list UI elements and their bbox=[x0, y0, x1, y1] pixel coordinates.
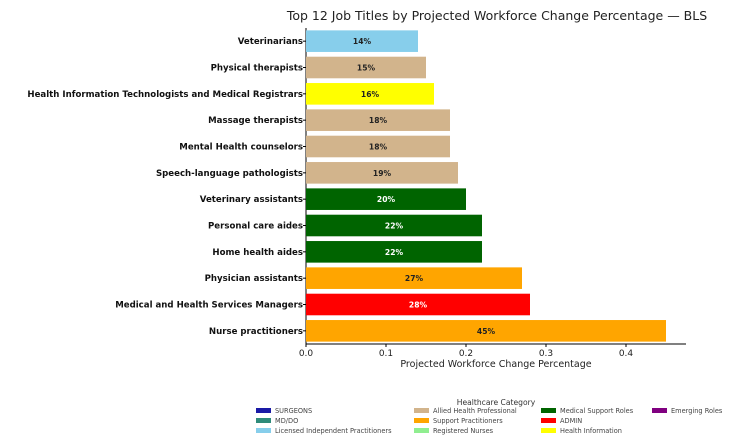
legend-swatch bbox=[256, 418, 271, 423]
plot-area: Veterinarians 14% Physical therapists 15% He… bbox=[27, 28, 686, 359]
bar bbox=[306, 109, 450, 131]
y-tick-label: Massage therapists bbox=[208, 116, 303, 126]
x-tick-label: 0.1 bbox=[379, 349, 393, 359]
legend-swatch bbox=[652, 408, 667, 413]
legend-label: Health Information bbox=[560, 427, 622, 435]
bar bbox=[306, 56, 426, 79]
legend-label: Medical Support Roles bbox=[560, 407, 634, 415]
data-label: 45% bbox=[477, 327, 496, 336]
legend-swatch bbox=[256, 408, 271, 413]
data-label: 22% bbox=[385, 222, 404, 231]
x-tick-label: 0.0 bbox=[299, 349, 314, 359]
legend-swatch bbox=[256, 428, 271, 433]
chart-title: Top 12 Job Titles by Projected Workforce… bbox=[286, 8, 707, 23]
data-label: 27% bbox=[405, 274, 424, 283]
data-label: 22% bbox=[385, 248, 404, 257]
legend-label: Emerging Roles bbox=[671, 407, 723, 415]
legend-title: Healthcare Category bbox=[457, 398, 536, 407]
legend-label: Registered Nurses bbox=[433, 427, 494, 435]
legend-label: MD/DO bbox=[275, 417, 298, 425]
bar bbox=[306, 162, 458, 184]
legend-swatch bbox=[541, 428, 556, 433]
y-tick-label: Nurse practitioners bbox=[209, 327, 303, 337]
y-tick-label: Personal care aides bbox=[208, 222, 303, 232]
legend-label: SURGEONS bbox=[275, 407, 312, 415]
x-tick-label: 0.4 bbox=[619, 349, 634, 359]
x-tick-label: 0.3 bbox=[539, 349, 553, 359]
legend-swatch bbox=[414, 428, 429, 433]
y-tick-label: Veterinarians bbox=[238, 37, 303, 47]
y-tick-label: Physical therapists bbox=[211, 64, 303, 74]
y-tick-label: Mental Health counselors bbox=[179, 143, 303, 153]
bar bbox=[306, 135, 450, 158]
legend-label: ADMIN bbox=[560, 417, 582, 425]
bar bbox=[306, 83, 434, 105]
data-label: 19% bbox=[373, 169, 392, 178]
data-label: 18% bbox=[369, 116, 388, 125]
bar bbox=[306, 30, 418, 52]
bar bbox=[306, 267, 522, 289]
legend-label: Support Practitioners bbox=[433, 417, 503, 425]
x-tick-label: 0.2 bbox=[459, 349, 473, 359]
bar bbox=[306, 188, 466, 210]
data-label: 28% bbox=[409, 301, 428, 310]
data-label: 16% bbox=[361, 90, 380, 99]
legend-label: Licensed Independent Practitioners bbox=[275, 427, 392, 435]
bar bbox=[306, 293, 530, 316]
y-tick-label: Veterinary assistants bbox=[200, 195, 303, 205]
legend-label: Allied Health Professional bbox=[433, 407, 517, 415]
legend-swatch bbox=[414, 418, 429, 423]
y-tick-label: Home health aides bbox=[212, 248, 303, 258]
y-tick-label: Speech-language pathologists bbox=[156, 169, 303, 179]
y-tick-label: Health Information Technologists and Med… bbox=[27, 90, 303, 100]
bar bbox=[306, 320, 666, 342]
data-label: 15% bbox=[357, 64, 376, 73]
bar bbox=[306, 241, 482, 263]
bar bbox=[306, 214, 482, 237]
legend-swatch bbox=[414, 408, 429, 413]
data-label: 20% bbox=[377, 195, 396, 204]
legend-swatch bbox=[541, 418, 556, 423]
data-label: 14% bbox=[353, 37, 372, 46]
x-axis-label: Projected Workforce Change Percentage bbox=[400, 359, 591, 370]
y-tick-label: Medical and Health Services Managers bbox=[115, 301, 303, 311]
legend: Healthcare Category SURGEONS MD/DO License… bbox=[256, 398, 723, 435]
legend-swatch bbox=[541, 408, 556, 413]
data-label: 18% bbox=[369, 143, 388, 152]
y-tick-label: Physician assistants bbox=[205, 274, 303, 284]
